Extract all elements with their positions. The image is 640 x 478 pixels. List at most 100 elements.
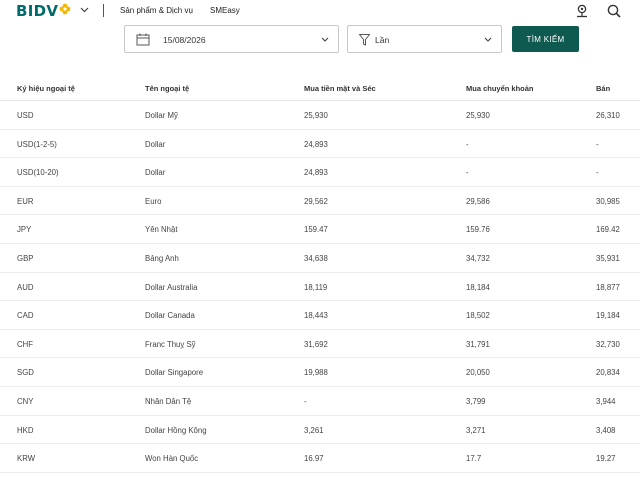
cell-sell: -: [596, 168, 599, 178]
cell-currency-name: Dollar Hồng Kông: [145, 425, 207, 435]
calendar-icon: [136, 33, 150, 46]
cell-currency-name: Yên Nhật: [145, 225, 178, 235]
table-body: USD Dollar Mỹ 25,930 25,930 26,310 USD(1-2-5)…: [0, 101, 640, 473]
header-currency-name: Tên ngoại tệ: [145, 84, 190, 93]
cell-sell: 26,310: [596, 111, 620, 120]
search-icon[interactable]: [606, 3, 622, 19]
cell-currency-name: Dollar Singapore: [145, 368, 204, 378]
cell-buy-cash: -: [304, 396, 307, 406]
table-row: KRW Won Hàn Quốc 16.97 17.7 19.27: [0, 444, 640, 473]
cell-buy-cash: 18,119: [304, 282, 328, 292]
cell-buy-transfer: 31,791: [466, 339, 490, 349]
cell-buy-cash: 25,930: [304, 111, 328, 120]
cell-buy-cash: 19,988: [304, 368, 328, 378]
cell-buy-transfer: 18,502: [466, 311, 490, 321]
cell-currency-name: Dollar Australia: [145, 282, 198, 292]
cell-buy-cash: 16.97: [304, 454, 324, 464]
nav-smeasy[interactable]: SMEasy: [210, 6, 240, 15]
user-icon[interactable]: [574, 3, 590, 19]
cell-currency-code: CHF: [17, 339, 34, 349]
table-row: CAD Dollar Canada 18,443 18,502 19,184: [0, 301, 640, 330]
table-row: USD(10-20) Dollar 24,893 - -: [0, 158, 640, 187]
cell-sell: 3,408: [596, 425, 616, 435]
table-row: HKD Dollar Hồng Kông 3,261 3,271 3,408: [0, 416, 640, 445]
cell-buy-transfer: -: [466, 168, 469, 178]
cell-currency-code: USD: [17, 111, 34, 120]
cell-sell: 3,944: [596, 396, 616, 406]
cell-buy-transfer: 3,799: [466, 396, 486, 406]
cell-buy-transfer: -: [466, 139, 469, 149]
cell-currency-name: Dollar: [145, 168, 166, 178]
table-row: JPY Yên Nhật 159.47 159.76 169.42: [0, 215, 640, 244]
header-buy-cash: Mua tiền mặt và Séc: [304, 84, 376, 93]
cell-currency-code: GBP: [17, 253, 34, 263]
chevron-down-icon: [321, 37, 329, 42]
cell-sell: 35,931: [596, 253, 620, 263]
cell-currency-code: AUD: [17, 282, 34, 292]
top-header: BIDV Sản phẩm & Dịch vụ SMEasy: [0, 0, 640, 24]
cell-buy-transfer: 18,184: [466, 282, 490, 292]
chevron-down-icon: [484, 37, 492, 42]
cell-currency-code: EUR: [17, 196, 34, 206]
cell-currency-name: Dollar Canada: [145, 311, 195, 321]
logo-text: BIDV: [16, 2, 59, 20]
cell-buy-cash: 34,638: [304, 253, 328, 263]
search-button[interactable]: TÌM KIẾM: [512, 26, 579, 52]
cell-currency-code: HKD: [17, 425, 34, 435]
cell-buy-transfer: 3,271: [466, 425, 486, 435]
table-row: USD(1-2-5) Dollar 24,893 - -: [0, 130, 640, 159]
cell-currency-code: JPY: [17, 225, 32, 235]
cell-buy-cash: 18,443: [304, 311, 328, 321]
cell-sell: 19.27: [596, 454, 616, 464]
nav-products-services[interactable]: Sản phẩm & Dịch vụ: [120, 6, 193, 15]
cell-sell: 19,184: [596, 311, 620, 321]
cell-sell: 169.42: [596, 225, 620, 235]
cell-currency-code: USD(10-20): [17, 168, 59, 178]
table-row: SGD Dollar Singapore 19,988 20,050 20,834: [0, 358, 640, 387]
filter-value: Lần: [375, 35, 390, 45]
cell-currency-code: USD(1-2-5): [17, 139, 57, 149]
date-value: 15/08/2026: [163, 35, 206, 45]
cell-buy-cash: 24,893: [304, 139, 328, 149]
cell-currency-name: Franc Thuỵ Sỹ: [145, 339, 196, 349]
cell-currency-name: Bảng Anh: [145, 253, 179, 263]
cell-buy-transfer: 29,586: [466, 196, 490, 206]
filter-select[interactable]: Lần: [347, 25, 502, 53]
cell-sell: 30,985: [596, 196, 620, 206]
cell-sell: 18,877: [596, 282, 620, 292]
cell-currency-name: Nhân Dân Tệ: [145, 396, 192, 406]
table-row: CHF Franc Thuỵ Sỹ 31,692 31,791 32,730: [0, 330, 640, 359]
header-divider: [103, 4, 104, 17]
header-currency-code: Ký hiệu ngoại tệ: [17, 84, 75, 93]
header-sell: Bán: [596, 84, 611, 93]
cell-currency-code: KRW: [17, 454, 36, 464]
cell-buy-transfer: 25,930: [466, 111, 490, 120]
bidv-logo[interactable]: BIDV: [16, 2, 71, 20]
cell-currency-name: Won Hàn Quốc: [145, 454, 199, 464]
cell-buy-transfer: 20,050: [466, 368, 490, 378]
cell-buy-cash: 159.47: [304, 225, 328, 235]
cell-buy-cash: 24,893: [304, 168, 328, 178]
cell-currency-name: Dollar: [145, 139, 166, 149]
table-row: CNY Nhân Dân Tệ - 3,799 3,944: [0, 387, 640, 416]
cell-buy-cash: 29,562: [304, 196, 328, 206]
cell-currency-code: SGD: [17, 368, 34, 378]
exchange-rate-table: Ký hiệu ngoại tệ Tên ngoại tệ Mua tiền m…: [0, 77, 640, 473]
cell-currency-code: CAD: [17, 311, 34, 321]
chevron-down-icon[interactable]: [80, 7, 89, 13]
table-row: GBP Bảng Anh 34,638 34,732 35,931: [0, 244, 640, 273]
cell-sell: 32,730: [596, 339, 620, 349]
cell-buy-transfer: 34,732: [466, 253, 490, 263]
filter-icon: [359, 34, 370, 46]
cell-buy-transfer: 17.7: [466, 454, 482, 464]
cell-buy-cash: 31,692: [304, 339, 328, 349]
cell-currency-name: Euro: [145, 196, 162, 206]
table-row: EUR Euro 29,562 29,586 30,985: [0, 187, 640, 216]
table-header: Ký hiệu ngoại tệ Tên ngoại tệ Mua tiền m…: [0, 77, 640, 101]
table-row: AUD Dollar Australia 18,119 18,184 18,877: [0, 273, 640, 302]
cell-sell: 20,834: [596, 368, 620, 378]
cell-buy-cash: 3,261: [304, 425, 324, 435]
cell-buy-transfer: 159.76: [466, 225, 490, 235]
table-row: USD Dollar Mỹ 25,930 25,930 26,310: [0, 101, 640, 130]
date-picker[interactable]: 15/08/2026: [124, 25, 339, 53]
